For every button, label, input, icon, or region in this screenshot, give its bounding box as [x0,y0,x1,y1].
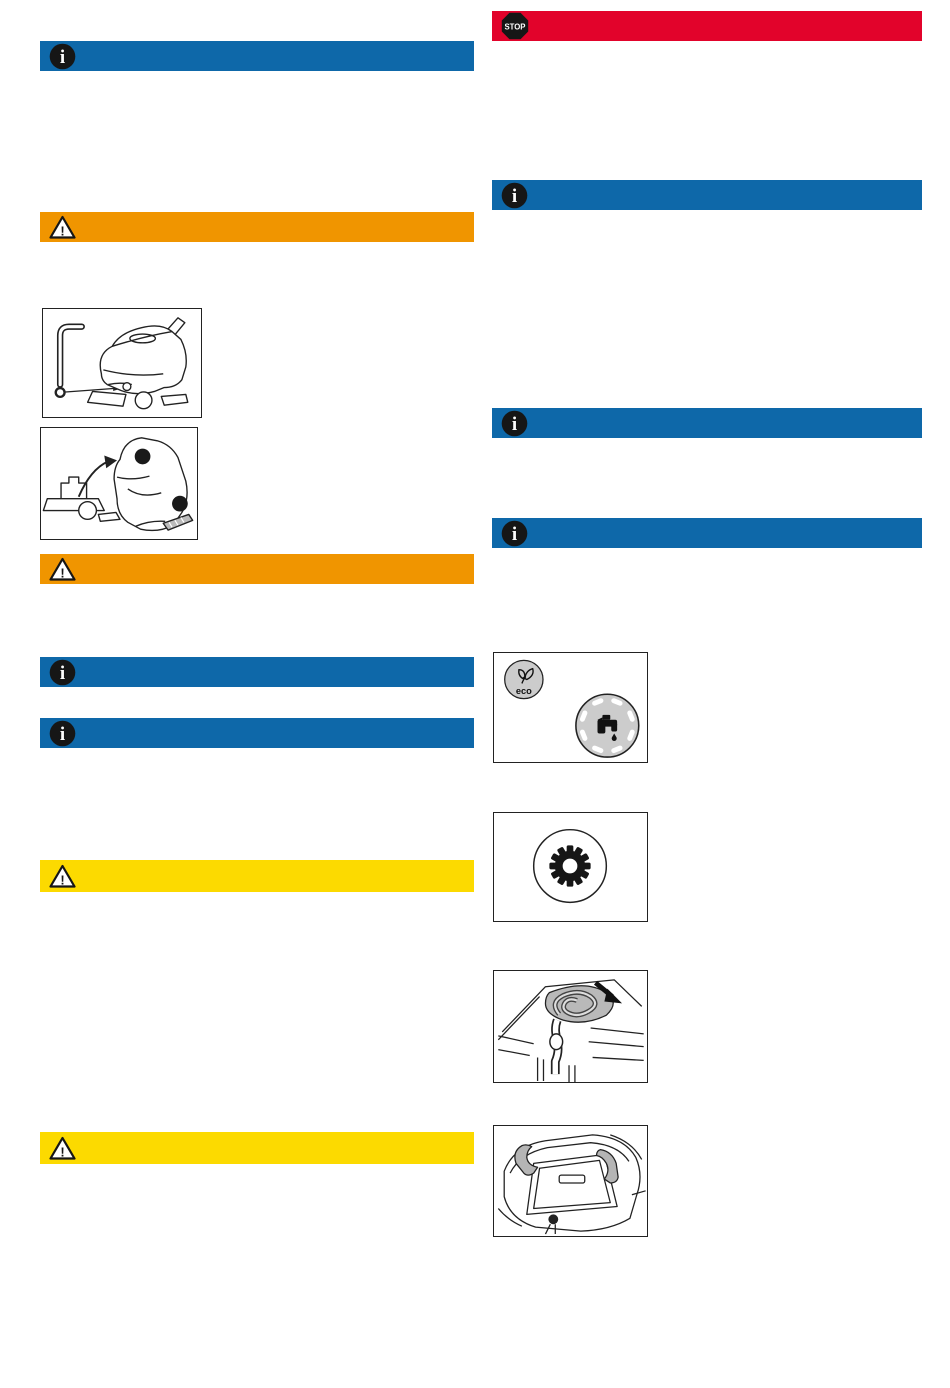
svg-text:!: ! [60,1144,64,1159]
stop-banner: STOP [492,11,922,41]
figure-gear-dial [493,812,648,922]
figure-open-tank [493,1125,648,1237]
caution-banner-1: ! [40,860,474,892]
eco-leaf-icon [518,667,534,684]
svg-text:i: i [60,724,65,745]
stop-octagon-icon: STOP [501,12,529,40]
machine-rear-view-drawing [42,437,194,532]
warning-banner-2: ! [40,554,474,584]
eco-label: eco [516,686,532,696]
figure-machine-side-view [42,308,202,418]
warning-triangle-icon: ! [49,864,76,888]
svg-text:!: ! [60,223,64,238]
info-banner-6: i [492,518,922,548]
warning-triangle-icon: ! [49,557,76,581]
open-tank-drawing [497,1134,646,1235]
svg-text:STOP: STOP [505,22,526,31]
info-icon: i [501,520,528,546]
info-banner-3: i [40,718,474,748]
svg-text:!: ! [60,565,64,580]
warning-banner-1: ! [40,212,474,242]
caution-banner-2: ! [40,1132,474,1164]
water-tap-icon [597,714,618,741]
svg-text:i: i [512,414,517,435]
svg-text:!: ! [60,872,64,887]
right-handle [595,1148,619,1184]
svg-text:i: i [512,524,517,545]
warning-triangle-icon: ! [49,215,76,239]
info-banner-1: i [40,41,474,71]
info-banner-4: i [492,180,922,210]
eco-and-dial-drawing: eco [504,659,640,758]
info-icon: i [49,720,76,746]
info-banner-2: i [40,657,474,687]
figure-eco-button-and-water-dial: eco [493,652,648,763]
figure-machine-rear-view [40,427,198,540]
info-icon: i [501,182,528,208]
drain-hose-drawing [497,979,644,1082]
info-banner-5: i [492,408,922,438]
warning-triangle-icon: ! [49,1136,76,1160]
info-icon: i [501,410,528,436]
dial-marks [579,698,635,754]
drain-plug [548,1214,559,1225]
info-icon: i [49,659,76,685]
svg-text:i: i [512,186,517,207]
svg-text:i: i [60,663,65,684]
gear-dial-drawing [532,828,608,904]
machine-side-view-drawing [54,317,189,410]
left-handle [514,1144,539,1176]
gear-icon [549,845,591,887]
svg-text:i: i [60,47,65,68]
figure-drain-hose [493,970,648,1083]
info-icon: i [49,43,76,69]
